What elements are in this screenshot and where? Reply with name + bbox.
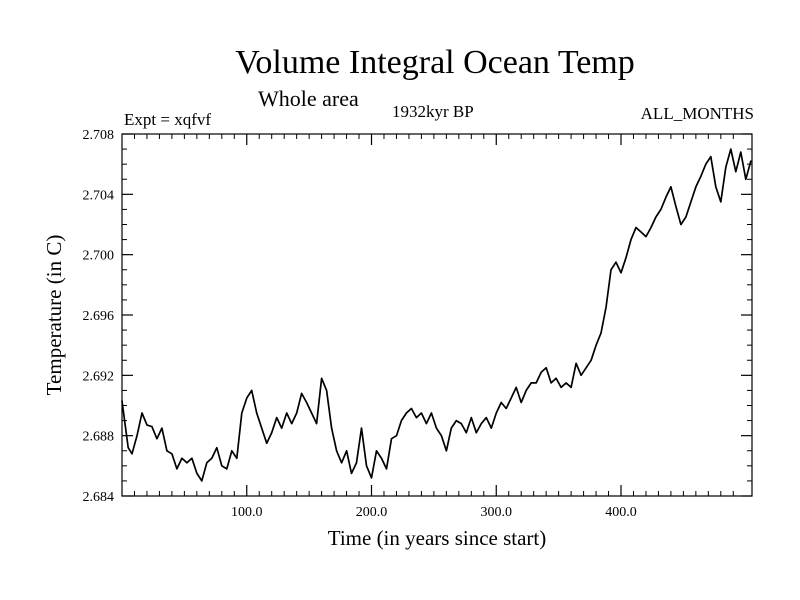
y-tick-label: 2.704 — [83, 188, 115, 203]
temperature-series-line — [121, 148, 752, 482]
x-axis-label: Time (in years since start) — [328, 526, 547, 550]
y-axis-ticks — [122, 133, 752, 497]
y-tick-label: 2.700 — [83, 249, 115, 264]
y-tick-label: 2.688 — [83, 430, 115, 445]
plot-frame — [121, 133, 753, 497]
x-tick-label: 100.0 — [231, 505, 263, 520]
x-tick-label: 400.0 — [605, 505, 637, 520]
y-axis-tick-labels: 2.684 2.688 2.692 2.696 2.700 2.704 2.708 — [83, 128, 115, 505]
x-tick-label: 200.0 — [356, 505, 388, 520]
period-label: 1932kyr BP — [392, 102, 474, 121]
x-axis-tick-labels: 100.0 200.0 300.0 400.0 — [231, 505, 637, 520]
y-tick-label: 2.692 — [83, 369, 115, 384]
x-tick-label: 300.0 — [481, 505, 513, 520]
y-tick-label: 2.696 — [83, 309, 115, 324]
chart-subtitle: Whole area — [258, 86, 359, 111]
chart-title: Volume Integral Ocean Temp — [235, 44, 635, 81]
x-axis-ticks — [133, 134, 734, 496]
experiment-label: Expt = xqfvf — [124, 110, 212, 129]
y-axis-label: Temperature (in C) — [42, 235, 66, 396]
months-label: ALL_MONTHS — [640, 104, 754, 123]
y-tick-label: 2.708 — [83, 128, 115, 143]
y-tick-label: 2.684 — [83, 490, 115, 505]
